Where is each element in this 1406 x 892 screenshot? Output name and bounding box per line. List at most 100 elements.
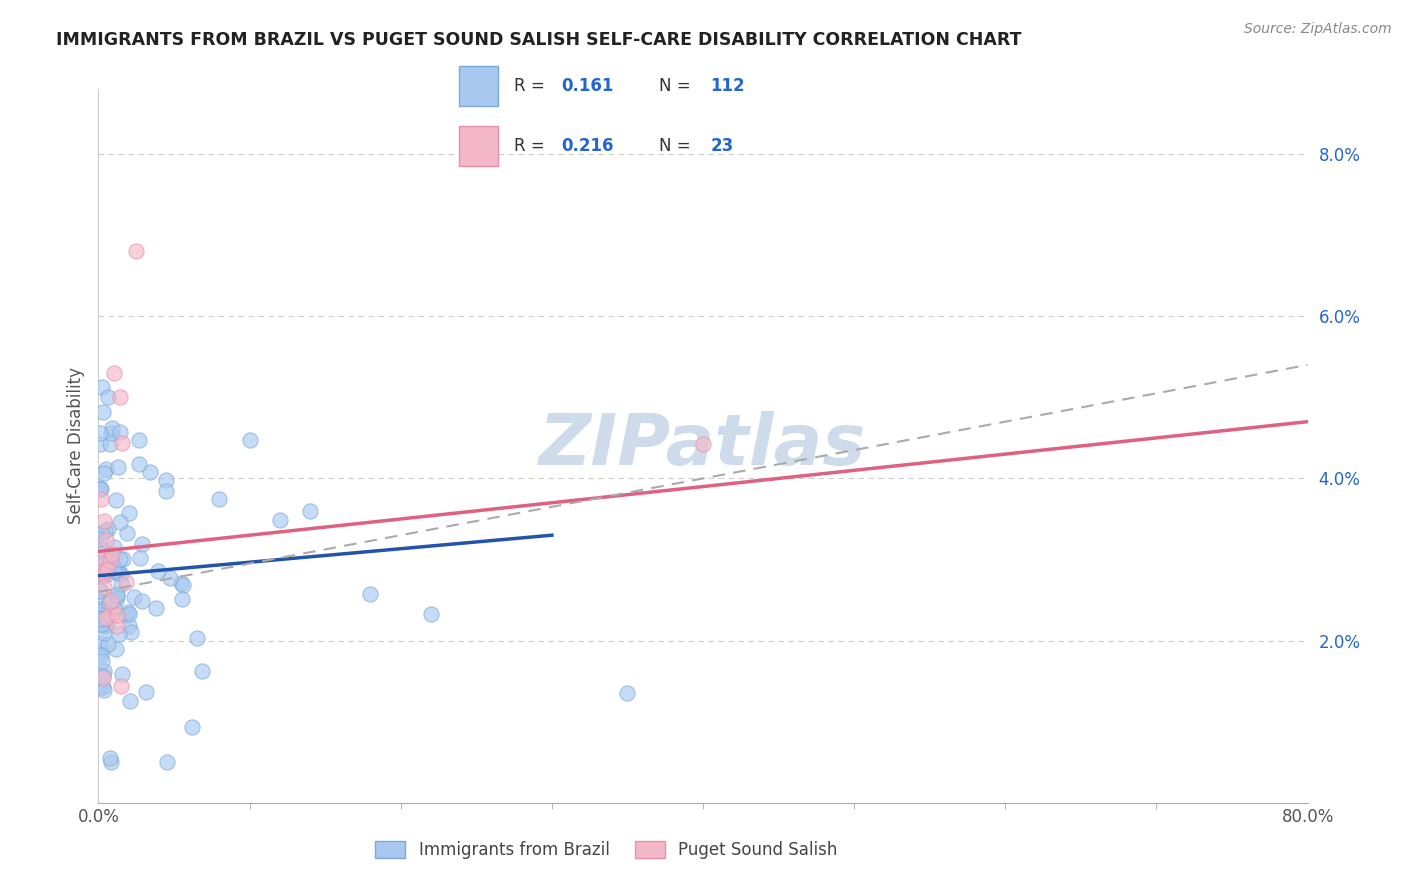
Point bbox=[93, 625, 115, 640]
Point bbox=[93, 567, 115, 582]
Point bbox=[93, 556, 115, 570]
Point bbox=[91, 618, 114, 632]
Point bbox=[145, 600, 167, 615]
Text: ZIPatlas: ZIPatlas bbox=[540, 411, 866, 481]
Point bbox=[100, 756, 122, 770]
Point bbox=[89, 602, 111, 616]
Point bbox=[96, 533, 118, 548]
Point bbox=[100, 551, 122, 566]
Point bbox=[118, 607, 141, 622]
Point bbox=[208, 491, 231, 506]
Point bbox=[114, 574, 136, 589]
Point bbox=[97, 637, 120, 651]
Point bbox=[91, 404, 114, 418]
Point bbox=[107, 460, 129, 475]
Point bbox=[360, 587, 382, 601]
Point bbox=[111, 666, 134, 681]
Point bbox=[120, 624, 142, 639]
Point bbox=[91, 552, 114, 566]
Point bbox=[191, 665, 214, 679]
Point bbox=[131, 537, 153, 551]
Point bbox=[93, 683, 115, 698]
Point bbox=[96, 617, 118, 632]
Point bbox=[103, 600, 125, 615]
Point bbox=[93, 664, 115, 678]
Point bbox=[111, 552, 134, 566]
Point bbox=[96, 568, 118, 582]
Point bbox=[89, 565, 111, 579]
Text: R =: R = bbox=[513, 77, 544, 95]
Point bbox=[98, 554, 121, 568]
Point bbox=[128, 457, 150, 471]
Y-axis label: Self-Care Disability: Self-Care Disability bbox=[66, 368, 84, 524]
Text: 0.161: 0.161 bbox=[561, 77, 613, 95]
Point bbox=[89, 636, 111, 650]
Point bbox=[89, 583, 111, 598]
Point bbox=[90, 611, 112, 625]
Point bbox=[110, 566, 132, 581]
Point bbox=[117, 605, 139, 619]
Point bbox=[93, 580, 115, 594]
Point bbox=[108, 390, 131, 404]
Point bbox=[90, 542, 112, 557]
Point bbox=[97, 391, 120, 405]
Point bbox=[186, 631, 208, 645]
Text: N =: N = bbox=[659, 137, 690, 155]
FancyBboxPatch shape bbox=[458, 126, 498, 166]
Point bbox=[110, 679, 132, 693]
Point bbox=[93, 514, 115, 528]
Text: IMMIGRANTS FROM BRAZIL VS PUGET SOUND SALISH SELF-CARE DISABILITY CORRELATION CH: IMMIGRANTS FROM BRAZIL VS PUGET SOUND SA… bbox=[56, 31, 1022, 49]
Point bbox=[97, 522, 120, 536]
Point bbox=[122, 591, 145, 605]
Point bbox=[118, 694, 141, 708]
Point bbox=[170, 576, 193, 591]
Point bbox=[90, 607, 112, 621]
Point bbox=[89, 481, 111, 495]
Point bbox=[97, 613, 120, 627]
Point bbox=[90, 492, 112, 507]
Point bbox=[94, 619, 117, 633]
Point bbox=[90, 604, 112, 618]
Point bbox=[101, 421, 124, 435]
Text: 112: 112 bbox=[710, 77, 745, 95]
Point bbox=[90, 551, 112, 566]
Point bbox=[108, 552, 131, 566]
Point bbox=[96, 462, 118, 476]
Point bbox=[118, 619, 141, 633]
Point bbox=[89, 483, 111, 497]
Point bbox=[105, 564, 128, 578]
Point bbox=[107, 619, 129, 633]
Point bbox=[125, 244, 148, 259]
Point bbox=[93, 552, 115, 566]
Point bbox=[170, 591, 193, 606]
Point bbox=[128, 550, 150, 565]
Point bbox=[89, 436, 111, 450]
Point bbox=[115, 608, 138, 623]
Point bbox=[100, 425, 122, 440]
Point bbox=[111, 436, 134, 450]
FancyBboxPatch shape bbox=[458, 66, 498, 106]
Point bbox=[98, 596, 121, 610]
Point bbox=[269, 513, 291, 527]
Point bbox=[105, 492, 128, 507]
Point bbox=[156, 756, 179, 770]
Point bbox=[103, 540, 125, 554]
Point bbox=[138, 465, 160, 479]
Point bbox=[146, 564, 169, 578]
Point bbox=[692, 436, 714, 450]
Point bbox=[101, 547, 124, 561]
Point bbox=[155, 484, 177, 499]
Point bbox=[159, 571, 181, 585]
Point bbox=[89, 582, 111, 597]
Point bbox=[89, 643, 111, 657]
Point bbox=[98, 437, 121, 451]
Point bbox=[108, 425, 131, 440]
Point bbox=[91, 569, 114, 583]
Point bbox=[94, 611, 117, 625]
Point bbox=[100, 553, 122, 567]
Point bbox=[128, 433, 150, 447]
Point bbox=[135, 685, 157, 699]
Point bbox=[180, 720, 202, 734]
Point bbox=[91, 611, 114, 625]
Point bbox=[90, 648, 112, 662]
